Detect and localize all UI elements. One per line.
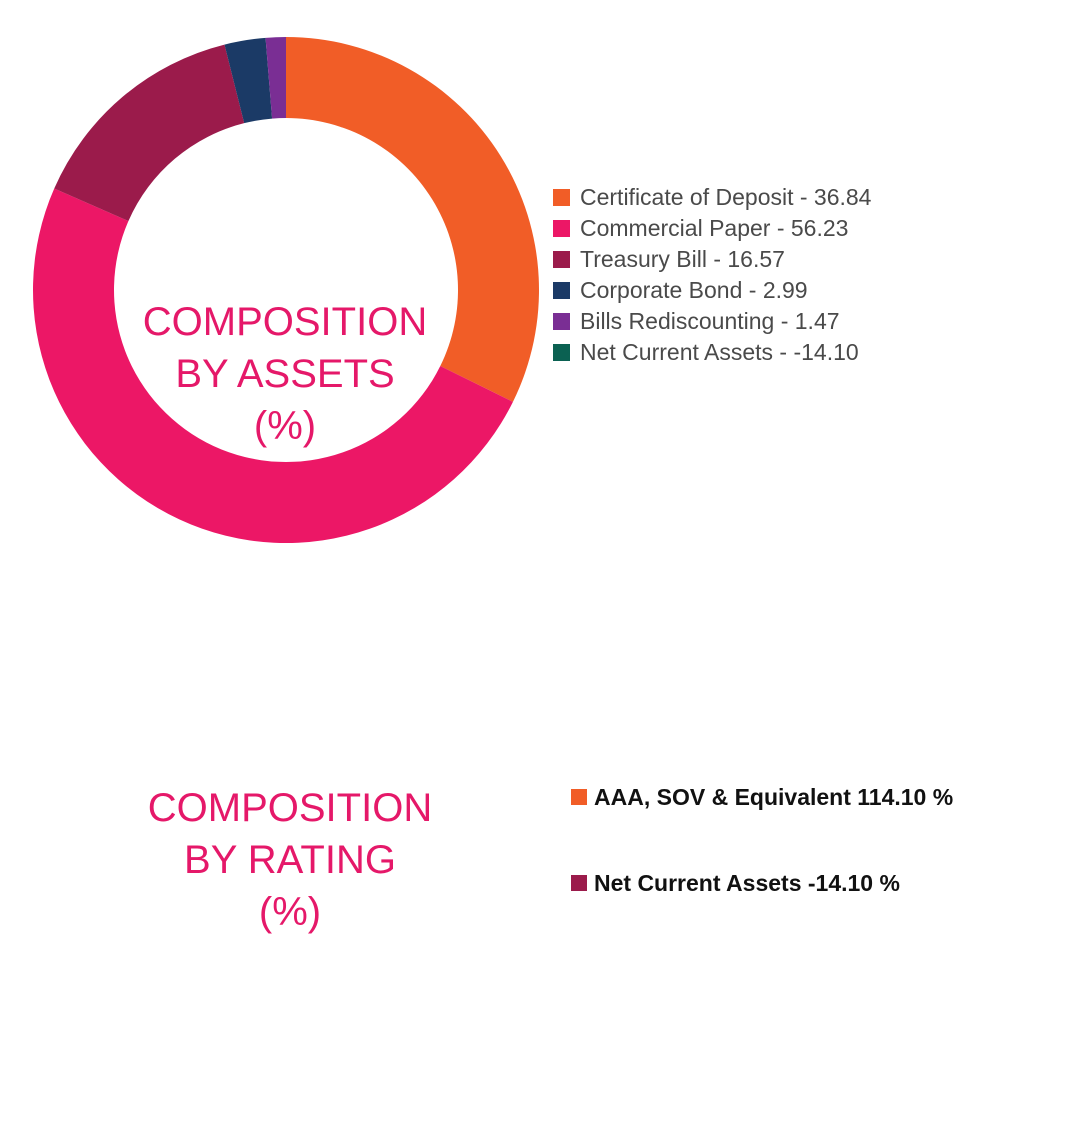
legend-swatch xyxy=(553,313,570,330)
legend-item-commercial-paper: Commercial Paper - 56.23 xyxy=(553,213,871,244)
legend-label: Net Current Assets -14.10 % xyxy=(594,869,900,896)
legend-swatch xyxy=(553,220,570,237)
legend-label: Commercial Paper - 56.23 xyxy=(580,215,849,241)
slice-bills-rediscounting xyxy=(265,37,286,119)
assets-legend: Certificate of Deposit - 36.84 Commercia… xyxy=(553,182,871,368)
slice-certificate-of-deposit xyxy=(286,37,539,402)
legend-item-corporate-bond: Corporate Bond - 2.99 xyxy=(553,275,871,306)
rating-legend: AAA, SOV & Equivalent 114.10 % Net Curre… xyxy=(571,782,953,898)
legend-label: Corporate Bond - 2.99 xyxy=(580,277,808,303)
legend-swatch xyxy=(571,875,587,891)
assets-donut xyxy=(33,37,539,543)
assets-center-line-1: COMPOSITION xyxy=(142,300,428,344)
legend-label: AAA, SOV & Equivalent 114.10 % xyxy=(594,783,954,810)
legend-item-treasury-bill: Treasury Bill - 16.57 xyxy=(553,244,871,275)
slice-corporate-bond xyxy=(224,37,273,124)
composition-by-assets-chart: COMPOSITION BY ASSETS (%) Certificate of… xyxy=(0,0,1066,560)
rating-center-line-3: (%) xyxy=(258,890,322,934)
legend-swatch xyxy=(553,344,570,361)
legend-label: Net Current Assets - -14.10 xyxy=(580,339,859,365)
rating-center-line-2: BY RATING xyxy=(184,838,396,882)
slice-commercial-paper xyxy=(33,188,513,543)
legend-item-aaa-sov-equivalent: AAA, SOV & Equivalent 114.10 % xyxy=(571,782,953,812)
legend-label: Bills Rediscounting - 1.47 xyxy=(580,308,840,334)
composition-by-rating-chart: COMPOSITION BY RATING (%) AAA, SOV & Equ… xyxy=(0,560,1066,1125)
legend-item-bills-rediscounting: Bills Rediscounting - 1.47 xyxy=(553,306,871,337)
assets-center-line-2: BY ASSETS xyxy=(175,352,395,396)
legend-swatch xyxy=(571,789,587,805)
legend-label: Treasury Bill - 16.57 xyxy=(580,246,785,272)
legend-item-net-current-assets: Net Current Assets - -14.10 xyxy=(553,337,871,368)
rating-center-line-1: COMPOSITION xyxy=(147,786,433,830)
legend-label: Certificate of Deposit - 36.84 xyxy=(580,184,872,210)
slice-treasury-bill xyxy=(54,44,245,222)
assets-center-label: COMPOSITION BY ASSETS (%) xyxy=(120,296,450,452)
legend-swatch xyxy=(553,189,570,206)
legend-swatch xyxy=(553,251,570,268)
legend-item-certificate-of-deposit: Certificate of Deposit - 36.84 xyxy=(553,182,871,213)
rating-center-label: COMPOSITION BY RATING (%) xyxy=(125,782,455,938)
assets-center-line-3: (%) xyxy=(253,404,317,448)
legend-swatch xyxy=(553,282,570,299)
legend-item-net-current-assets: Net Current Assets -14.10 % xyxy=(571,868,953,898)
